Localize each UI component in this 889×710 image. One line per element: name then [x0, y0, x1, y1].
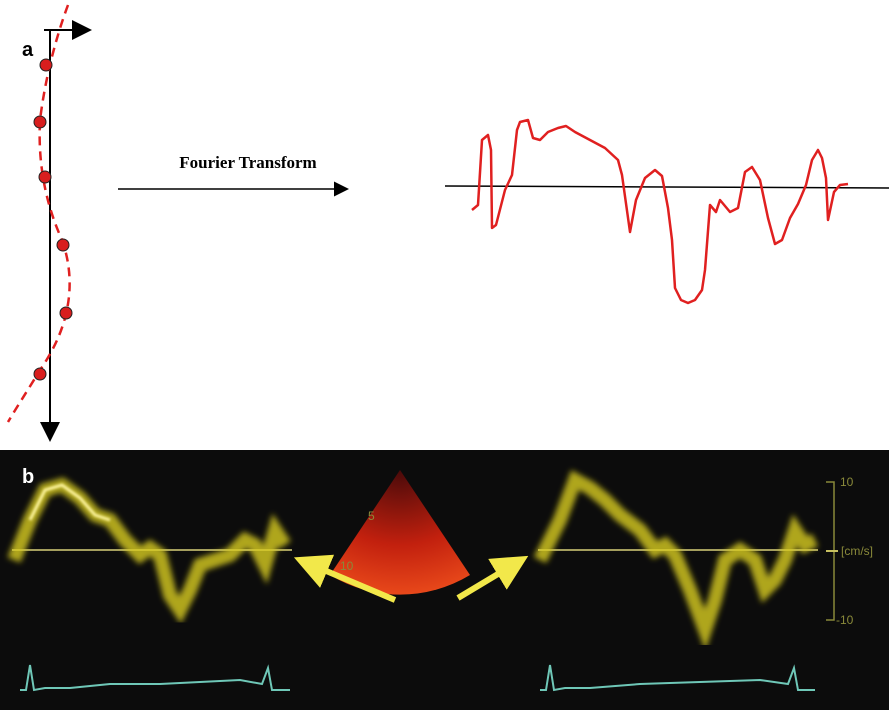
sample-point: [34, 116, 46, 128]
baseline: [445, 186, 889, 188]
depth-label: 5: [368, 509, 375, 523]
sample-point: [34, 368, 46, 380]
sample-point: [39, 171, 51, 183]
depth-label: 10: [340, 559, 354, 573]
sample-point: [60, 307, 72, 319]
panel-b: b 5 10 10 [cm/s] -10: [0, 450, 889, 710]
figure: a Fourier Transform b 5 10: [0, 0, 889, 710]
waveform: [472, 120, 848, 303]
scale-label: 10: [840, 475, 854, 489]
transform-label: Fourier Transform: [179, 153, 316, 172]
scale-label: [cm/s]: [841, 544, 873, 558]
panel-label: a: [22, 39, 34, 61]
panel-label: b: [22, 466, 34, 488]
sample-point: [40, 59, 52, 71]
panel-a: a Fourier Transform: [8, 5, 889, 438]
sample-point: [57, 239, 69, 251]
scale-label: -10: [836, 613, 854, 627]
dashed-curve: [8, 5, 70, 422]
sample-points: [34, 59, 72, 380]
